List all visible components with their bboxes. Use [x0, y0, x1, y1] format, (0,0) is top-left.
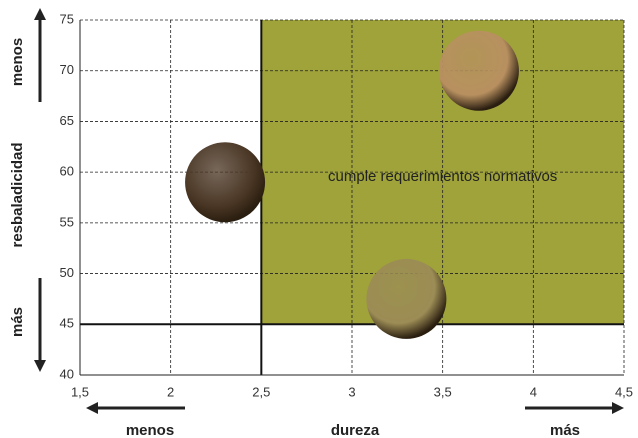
y-tick-label: 40 — [60, 366, 74, 381]
x-low-label: menos — [126, 422, 174, 438]
x-tick-label: 2,5 — [252, 384, 270, 399]
x-high-label: más — [550, 422, 580, 438]
y-high-label: menos — [9, 38, 26, 86]
plot: 1,5 2 2,5 3 3,5 4 4,5 40 45 50 55 60 65 70 75 cumple re… — [60, 11, 634, 399]
x-tick-label: 4 — [530, 384, 537, 399]
point — [438, 30, 519, 111]
y-tick-label: 65 — [60, 113, 74, 128]
x-tick-label: 1,5 — [71, 384, 89, 399]
x-tick-label: 3,5 — [434, 384, 452, 399]
y-tick-label: 75 — [60, 11, 74, 26]
x-tick-label: 4,5 — [615, 384, 633, 399]
y-tick-label: 70 — [60, 62, 74, 77]
point — [366, 258, 447, 339]
x-axis-label: dureza — [331, 422, 380, 438]
y-tick-label: 45 — [60, 316, 74, 331]
y-axis-label: resbaladicidad — [9, 142, 26, 247]
region-label: cumple requerimientos normativos — [328, 168, 557, 185]
y-low-label: más — [9, 307, 26, 337]
point — [185, 142, 266, 223]
x-tick-label: 3 — [348, 384, 355, 399]
x-tick-label: 2 — [167, 384, 174, 399]
y-tick-label: 55 — [60, 214, 74, 229]
y-tick-label: 60 — [60, 164, 74, 179]
y-tick-label: 50 — [60, 265, 74, 280]
